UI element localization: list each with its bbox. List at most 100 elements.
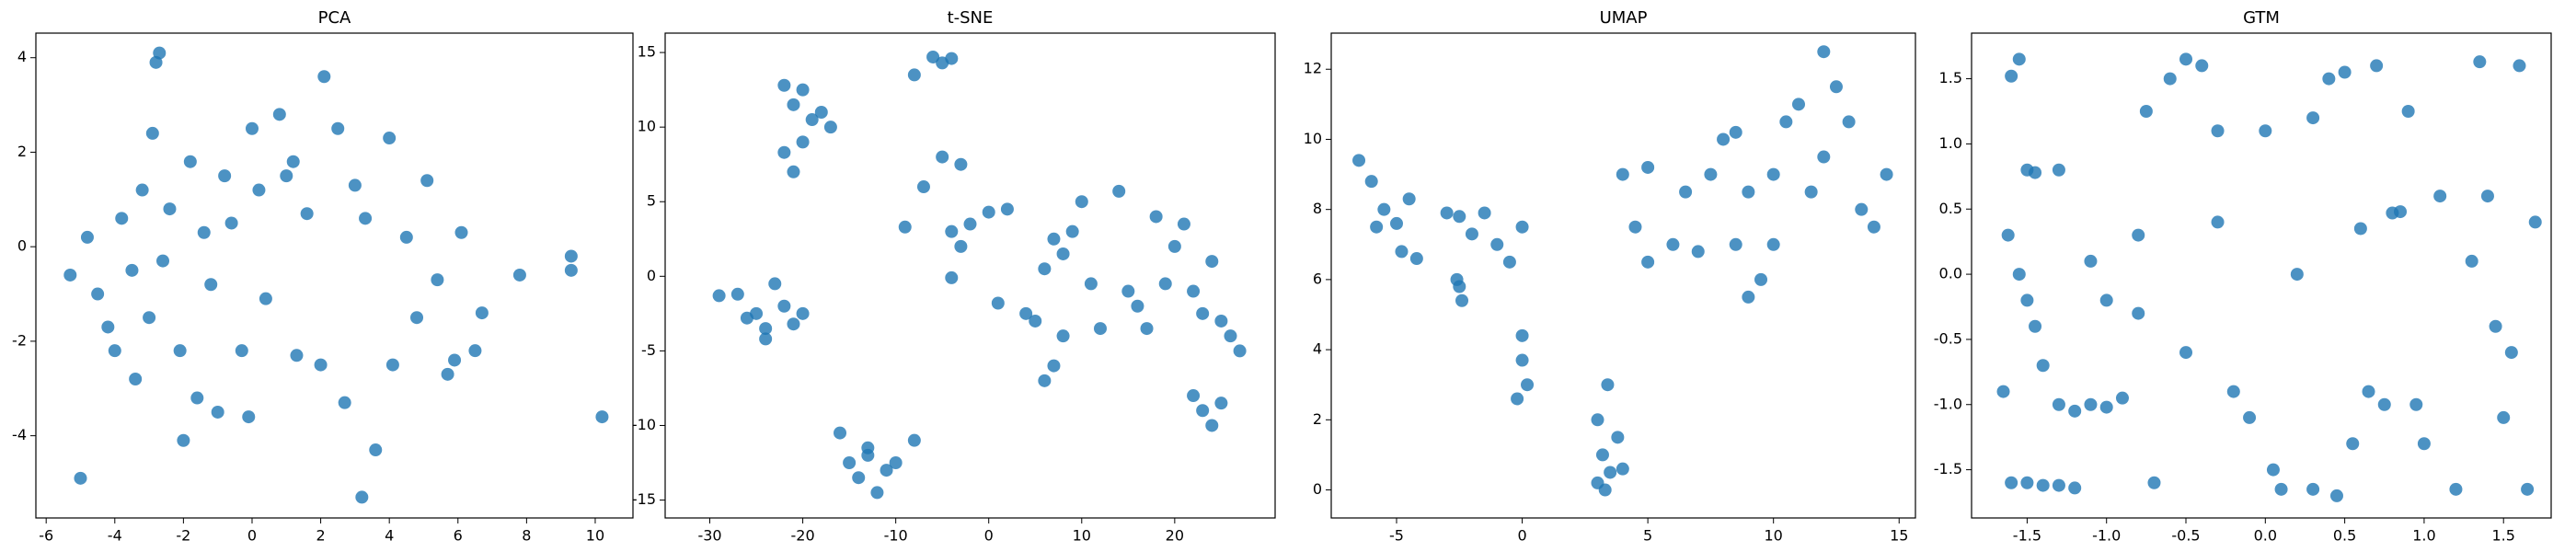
point xyxy=(1465,227,1478,241)
point xyxy=(1149,210,1163,224)
point xyxy=(2346,437,2360,451)
point xyxy=(448,353,462,367)
point xyxy=(1829,80,1843,94)
point xyxy=(468,344,482,358)
point xyxy=(1666,237,1680,251)
point xyxy=(2243,410,2257,424)
point xyxy=(787,317,800,331)
x-tick-label: -5 xyxy=(1389,527,1404,545)
y-tick-label: 8 xyxy=(1313,200,1322,217)
point xyxy=(2465,254,2478,268)
point xyxy=(2266,463,2280,477)
point xyxy=(115,212,129,225)
point xyxy=(2005,476,2018,489)
point xyxy=(355,490,369,504)
point xyxy=(834,426,847,440)
point xyxy=(712,289,726,303)
point xyxy=(317,70,331,84)
point xyxy=(1742,185,1755,199)
point xyxy=(383,132,397,145)
point xyxy=(2211,124,2225,138)
point xyxy=(787,98,800,111)
point xyxy=(1214,314,1228,328)
point xyxy=(224,216,238,230)
point xyxy=(1521,378,1535,392)
point xyxy=(252,183,266,197)
y-tick-label: 10 xyxy=(638,118,656,135)
point xyxy=(2362,385,2375,398)
point xyxy=(1515,353,1529,367)
point xyxy=(1390,216,1404,230)
point xyxy=(2226,385,2240,398)
x-tick-label: 20 xyxy=(1166,527,1184,545)
point xyxy=(259,292,272,305)
y-tick-label: 12 xyxy=(1304,60,1322,77)
point xyxy=(1611,431,1625,444)
point xyxy=(2521,482,2535,496)
point xyxy=(730,287,744,301)
point xyxy=(1140,322,1154,336)
point xyxy=(211,405,224,419)
point xyxy=(74,471,87,485)
point xyxy=(1641,255,1655,269)
axes-frame xyxy=(1330,32,1916,519)
point xyxy=(2020,293,2034,307)
x-tick-label: -20 xyxy=(791,527,815,545)
point xyxy=(982,205,995,219)
point xyxy=(2417,437,2431,451)
point xyxy=(2001,228,2015,242)
point xyxy=(2433,190,2447,203)
point xyxy=(183,155,197,168)
x-tick-label: -10 xyxy=(884,527,908,545)
y-tick-label: 4 xyxy=(1313,340,1322,358)
point xyxy=(1729,125,1742,139)
point xyxy=(1038,262,1052,276)
point xyxy=(2029,319,2042,333)
point xyxy=(2394,205,2408,219)
point xyxy=(1450,272,1464,286)
point xyxy=(2329,489,2343,502)
x-tick-label: 1.5 xyxy=(2491,527,2514,545)
point xyxy=(2084,254,2098,268)
point xyxy=(1029,314,1042,328)
x-tick-label: -0.5 xyxy=(2171,527,2200,545)
x-tick-label: 10 xyxy=(1073,527,1091,545)
point xyxy=(197,225,211,239)
point xyxy=(1409,252,1423,266)
point xyxy=(1364,175,1378,189)
point xyxy=(359,212,373,225)
point xyxy=(1867,220,1880,234)
point xyxy=(156,254,170,268)
point xyxy=(2377,397,2391,411)
point xyxy=(1717,132,1731,146)
y-tick-label: 1.0 xyxy=(1939,134,1962,152)
point xyxy=(2068,481,2082,495)
point xyxy=(1084,277,1098,291)
point xyxy=(2401,105,2415,118)
x-tick-label: 6 xyxy=(454,527,463,545)
point xyxy=(2012,268,2026,282)
y-tick-label: 1.5 xyxy=(1939,69,1962,86)
point xyxy=(1591,413,1604,427)
point xyxy=(2489,319,2502,333)
y-tick-label: -1.0 xyxy=(1934,395,1962,412)
axes-frame xyxy=(664,32,1276,519)
point xyxy=(564,263,578,277)
point xyxy=(2370,59,2384,73)
point xyxy=(1754,272,1768,286)
point xyxy=(1056,247,1070,260)
point xyxy=(2099,400,2113,414)
point xyxy=(1616,462,1629,476)
point xyxy=(2449,482,2463,496)
point xyxy=(163,202,177,216)
point xyxy=(1604,466,1617,479)
point xyxy=(861,441,875,454)
point xyxy=(2497,410,2511,424)
point xyxy=(2353,222,2367,236)
subplot-title: PCA xyxy=(318,8,351,28)
point xyxy=(1370,220,1384,234)
point xyxy=(2480,190,2494,203)
point xyxy=(420,174,434,188)
point xyxy=(1616,167,1629,181)
point xyxy=(1167,239,1181,253)
